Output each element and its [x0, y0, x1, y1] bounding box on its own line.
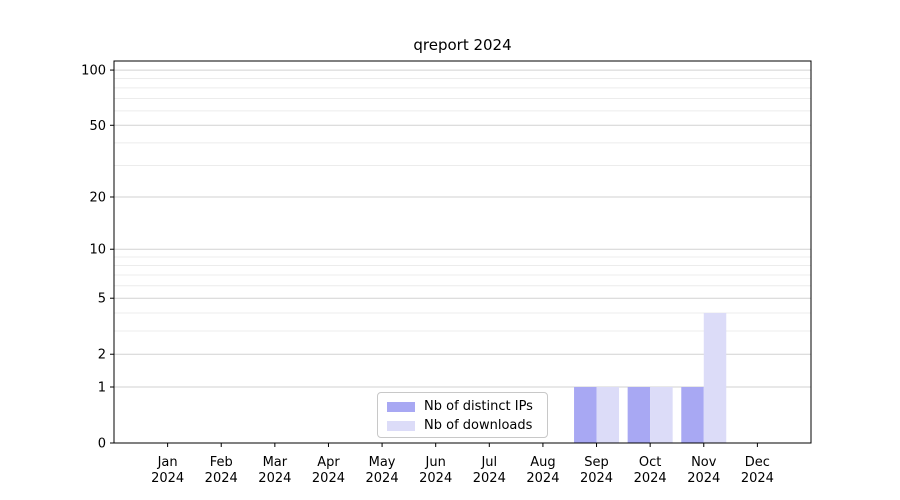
- legend-item-distinct-ips: Nb of distinct IPs: [387, 399, 547, 414]
- x-tick-label-month: Mar: [263, 455, 288, 470]
- bar-nov-distinct-ips: [681, 386, 704, 443]
- bar-oct-distinct-ips: [627, 386, 651, 443]
- x-tick-label-year: 2024: [312, 471, 345, 486]
- x-tick-label-year: 2024: [580, 471, 613, 486]
- x-tick-label-year: 2024: [634, 471, 667, 486]
- y-tick-label: 10: [89, 243, 106, 258]
- legend-item-downloads: Nb of downloads: [387, 418, 547, 433]
- y-tick-label: 0: [98, 437, 106, 452]
- bar-sep-downloads: [596, 386, 620, 443]
- x-tick-label-month: Jul: [480, 455, 497, 470]
- x-tick-label-year: 2024: [258, 471, 291, 486]
- x-tick-label-month: Jun: [425, 455, 446, 470]
- bar-sep-distinct-ips: [574, 386, 597, 443]
- x-tick-label-year: 2024: [419, 471, 452, 486]
- x-tick-label-year: 2024: [473, 471, 506, 486]
- x-tick-label-year: 2024: [151, 471, 184, 486]
- legend-label-downloads: Nb of downloads: [424, 418, 533, 433]
- bar-oct-downloads: [650, 386, 673, 443]
- y-tick-label: 50: [89, 119, 106, 134]
- y-tick-label: 2: [98, 348, 106, 363]
- x-tick-label-month: Aug: [530, 455, 555, 470]
- bar-nov-downloads: [703, 312, 727, 443]
- x-tick-label-year: 2024: [205, 471, 238, 486]
- x-tick-label-year: 2024: [526, 471, 559, 486]
- y-tick-label: 5: [98, 292, 106, 307]
- legend-label-distinct-ips: Nb of distinct IPs: [424, 399, 533, 414]
- x-tick-label-month: Oct: [639, 455, 661, 470]
- y-tick-label: 1: [98, 380, 106, 395]
- x-tick-label-month: Nov: [691, 455, 717, 470]
- x-tick-label-month: Jan: [157, 455, 178, 470]
- x-tick-label-month: Dec: [745, 455, 770, 470]
- legend-swatch-distinct-ips: [387, 401, 415, 412]
- x-tick-label-month: Sep: [584, 455, 609, 470]
- x-tick-label-month: Feb: [210, 455, 233, 470]
- legend: Nb of distinct IPs Nb of downloads: [377, 392, 548, 438]
- x-tick-label-year: 2024: [687, 471, 720, 486]
- chart-title: qreport 2024: [413, 36, 512, 54]
- y-tick-label: 20: [89, 190, 106, 205]
- y-tick-label: 100: [81, 64, 106, 79]
- x-tick-label-month: Apr: [317, 455, 340, 470]
- x-tick-label-year: 2024: [741, 471, 774, 486]
- x-tick-label-month: May: [369, 455, 396, 470]
- legend-swatch-downloads: [387, 420, 415, 431]
- x-tick-label-year: 2024: [366, 471, 399, 486]
- plot-border: [113, 60, 812, 444]
